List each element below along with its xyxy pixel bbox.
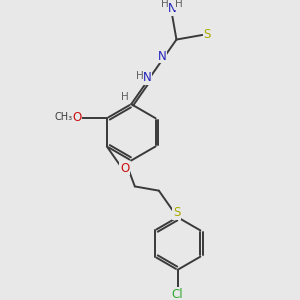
Text: S: S	[173, 206, 180, 219]
Text: S: S	[203, 28, 211, 41]
Text: H: H	[160, 0, 168, 9]
Text: O: O	[72, 111, 81, 124]
Text: N: N	[143, 71, 152, 84]
Text: H: H	[136, 71, 144, 81]
Text: Cl: Cl	[172, 288, 183, 300]
Text: N: N	[158, 50, 167, 63]
Text: O: O	[120, 162, 129, 175]
Text: CH₃: CH₃	[55, 112, 73, 122]
Text: N: N	[167, 2, 176, 16]
Text: H: H	[175, 0, 182, 9]
Text: H: H	[121, 92, 128, 102]
